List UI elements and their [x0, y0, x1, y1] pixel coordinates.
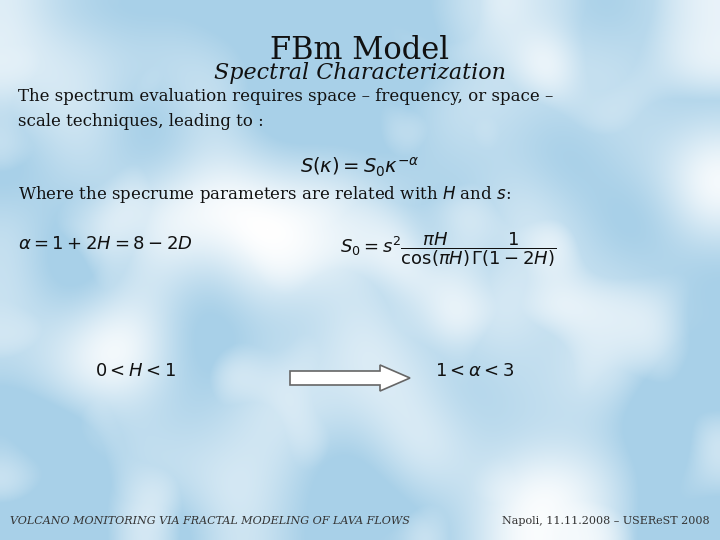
- Text: $1< \alpha <3$: $1< \alpha <3$: [435, 362, 515, 380]
- Text: VOLCANO MONITORING VIA FRACTAL MODELING OF LAVA FLOWS: VOLCANO MONITORING VIA FRACTAL MODELING …: [10, 516, 410, 526]
- Text: $S_0 = s^2 \dfrac{\pi H}{\cos(\pi H)} \dfrac{1}{\Gamma(1-2H)}$: $S_0 = s^2 \dfrac{\pi H}{\cos(\pi H)} \d…: [340, 230, 557, 268]
- Text: Spectral Characterization: Spectral Characterization: [214, 62, 506, 84]
- FancyArrow shape: [290, 365, 410, 391]
- Text: FBm Model: FBm Model: [271, 35, 449, 66]
- Text: $S(\kappa) = S_0\kappa^{-\alpha}$: $S(\kappa) = S_0\kappa^{-\alpha}$: [300, 156, 420, 179]
- Text: $0< H <1$: $0< H <1$: [95, 362, 176, 380]
- Text: Napoli, 11.11.2008 – USEReST 2008: Napoli, 11.11.2008 – USEReST 2008: [503, 516, 710, 526]
- Text: The spectrum evaluation requires space – frequency, or space –
scale techniques,: The spectrum evaluation requires space –…: [18, 88, 554, 130]
- Text: $\alpha = 1+2H = 8-2D$: $\alpha = 1+2H = 8-2D$: [18, 235, 192, 253]
- Text: Where the specrume parameters are related with $H$ and $s$:: Where the specrume parameters are relate…: [18, 184, 511, 205]
